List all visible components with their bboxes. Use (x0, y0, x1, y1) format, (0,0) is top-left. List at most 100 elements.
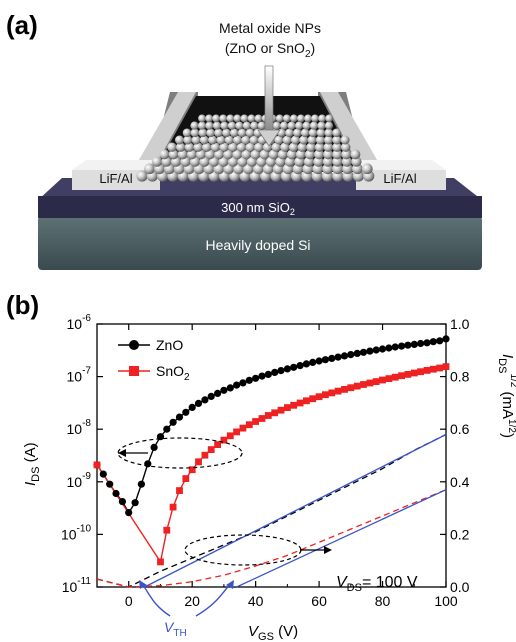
nanoparticle (212, 121, 221, 130)
data-point-zno (309, 358, 317, 366)
nanoparticle (350, 149, 361, 160)
nanoparticle-film (136, 114, 375, 182)
data-point-zno (334, 353, 342, 361)
nanoparticle (307, 135, 317, 145)
nanoparticle (175, 142, 186, 152)
series-line-sno2-sqrt-dashed- (96, 489, 447, 588)
nanoparticle (235, 121, 244, 130)
nanoparticle (290, 135, 300, 145)
data-point-sno2 (195, 458, 202, 466)
nanoparticle (183, 135, 193, 145)
nanoparticle (220, 121, 229, 130)
y-left-tick-label: 10-7 (67, 366, 92, 385)
nanoparticle (286, 149, 297, 160)
data-point-sno2 (296, 399, 304, 407)
nanoparticle (268, 149, 279, 160)
nanoparticle (340, 142, 351, 152)
data-point-zno (125, 509, 133, 517)
data-point-zno (277, 367, 285, 375)
nanoparticle (275, 114, 284, 123)
data-point-sno2 (188, 466, 196, 474)
data-point-sno2 (226, 432, 234, 440)
legend-sno2-label: SnO2 (156, 363, 190, 383)
nanoparticle (271, 142, 281, 152)
deposition-arrow (257, 65, 281, 147)
data-point-sno2 (429, 365, 437, 373)
data-point-zno (283, 365, 291, 373)
data-point-zno (378, 345, 387, 353)
data-point-zno (404, 341, 412, 349)
data-point-zno (137, 480, 145, 488)
nanoparticle (241, 149, 252, 160)
data-point-zno (321, 356, 329, 364)
series-line-zno-sqrt-dashed- (96, 433, 447, 588)
data-point-zno (353, 349, 361, 357)
data-point-zno (194, 399, 203, 407)
nanoparticle (297, 114, 305, 123)
data-point-zno (340, 352, 349, 360)
device-schematic: Metal oxide NPs (ZnO or SnO2) LiF/Al LiF… (38, 20, 482, 270)
x-tick-label: 100 (434, 593, 458, 609)
nanoparticle (208, 135, 218, 145)
nanoparticle (332, 128, 341, 138)
data-point-zno (347, 351, 355, 359)
vds-annotation: VDS= 100 V (336, 574, 418, 594)
x-tick-label: 0 (125, 593, 133, 609)
nanoparticle (323, 142, 334, 152)
data-point-sno2 (201, 451, 209, 459)
right-axis-title: IDS1/2 (mA1/2) (496, 354, 516, 438)
nanoparticle (302, 121, 311, 130)
data-point-sno2 (290, 401, 298, 409)
data-point-sno2 (322, 391, 329, 399)
nanoparticle (201, 142, 212, 152)
data-point-zno (131, 499, 139, 507)
nanoparticle (282, 135, 292, 145)
vth-pointer-left-head (139, 580, 147, 589)
legend-sno2-marker (129, 366, 139, 376)
nanoparticle (167, 142, 177, 152)
data-point-sno2 (347, 384, 355, 392)
nanoparticle (214, 149, 224, 160)
nanoparticle (219, 142, 229, 152)
nanoparticle (299, 135, 309, 145)
nanoparticle (318, 114, 326, 123)
data-point-sno2 (417, 368, 424, 376)
data-point-zno (233, 381, 241, 389)
data-point-sno2 (385, 375, 393, 382)
data-point-zno (423, 339, 431, 347)
x-axis-title: VGS (V) (248, 623, 298, 642)
data-point-zno (214, 389, 222, 397)
panel-label-b: (b) (6, 290, 40, 320)
data-point-zno (112, 489, 120, 498)
nanoparticle (168, 149, 179, 160)
data-point-zno (271, 368, 279, 376)
nanoparticle (245, 128, 255, 138)
y-left-tick-label: 10-6 (67, 313, 92, 332)
chart-annotations (117, 437, 332, 617)
data-point-zno (258, 372, 266, 380)
left-arrow-head (118, 449, 126, 457)
data-point-sno2 (303, 397, 310, 405)
nanoparticle (136, 170, 148, 182)
data-point-zno (385, 344, 393, 352)
nanoparticle (306, 142, 316, 152)
nanoparticle (204, 149, 215, 160)
data-point-sno2 (366, 379, 374, 387)
data-point-zno (391, 343, 399, 351)
x-tick-label: 40 (248, 593, 264, 609)
data-point-sno2 (214, 441, 221, 448)
data-point-zno (429, 338, 437, 346)
nanoparticle (259, 149, 270, 160)
nanoparticle (272, 121, 281, 130)
nanoparticle (322, 156, 334, 167)
data-point-sno2 (341, 386, 348, 393)
data-point-sno2 (207, 446, 215, 453)
data-point-zno (99, 470, 107, 478)
right-axis-ellipse (184, 534, 302, 566)
nanoparticle (254, 114, 263, 123)
nanoparticle (193, 142, 203, 152)
nanoparticle (216, 135, 226, 145)
data-point-sno2 (157, 558, 164, 566)
nanoparticle (280, 142, 290, 152)
nanoparticle (175, 135, 184, 145)
